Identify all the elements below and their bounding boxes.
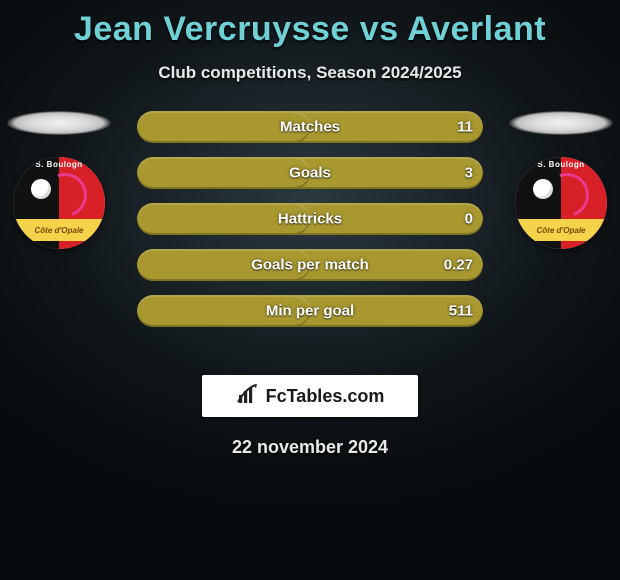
bar-chart-icon xyxy=(236,382,260,411)
player-right: S. Boulogn Côte d'Opale xyxy=(506,111,616,249)
stat-bar: Goals 3 xyxy=(137,157,483,189)
bar-fill-left xyxy=(137,157,310,189)
stat-value-right: 3 xyxy=(465,165,473,182)
stat-bar: Hattricks 0 xyxy=(137,203,483,235)
stat-value-right: 511 xyxy=(449,303,473,320)
subtitle: Club competitions, Season 2024/2025 xyxy=(0,63,620,83)
player-left: S. Boulogn Côte d'Opale xyxy=(4,111,114,249)
crest-band-left: Côte d'Opale xyxy=(13,219,105,241)
spotlight-left xyxy=(7,111,111,135)
stat-bar: Goals per match 0.27 xyxy=(137,249,483,281)
stat-label: Min per goal xyxy=(266,303,354,320)
brand-text: FcTables.com xyxy=(266,386,385,407)
stat-value-right: 11 xyxy=(457,119,473,136)
stat-bars: Matches 11 Goals 3 Hattricks 0 Goals per match… xyxy=(137,111,483,327)
stat-label: Matches xyxy=(280,119,340,136)
stat-bar: Min per goal 511 xyxy=(137,295,483,327)
spotlight-right xyxy=(509,111,613,135)
date-text: 22 november 2024 xyxy=(0,437,620,458)
crest-top-text-right: S. Boulogn xyxy=(515,160,607,169)
stat-label: Goals xyxy=(289,165,331,182)
crest-top-text-left: S. Boulogn xyxy=(13,160,105,169)
brand-badge: FcTables.com xyxy=(202,375,418,417)
stat-label: Hattricks xyxy=(278,211,342,228)
stat-value-right: 0.27 xyxy=(444,257,473,274)
crest-band-right: Côte d'Opale xyxy=(515,219,607,241)
club-crest-right: S. Boulogn Côte d'Opale xyxy=(515,157,607,249)
comparison-stage: S. Boulogn Côte d'Opale S. Boulogn Côte … xyxy=(0,111,620,351)
stat-label: Goals per match xyxy=(251,257,369,274)
page-title: Jean Vercruysse vs Averlant xyxy=(0,0,620,49)
stat-bar: Matches 11 xyxy=(137,111,483,143)
infographic-root: Jean Vercruysse vs Averlant Club competi… xyxy=(0,0,620,580)
stat-value-right: 0 xyxy=(465,211,473,228)
club-crest-left: S. Boulogn Côte d'Opale xyxy=(13,157,105,249)
